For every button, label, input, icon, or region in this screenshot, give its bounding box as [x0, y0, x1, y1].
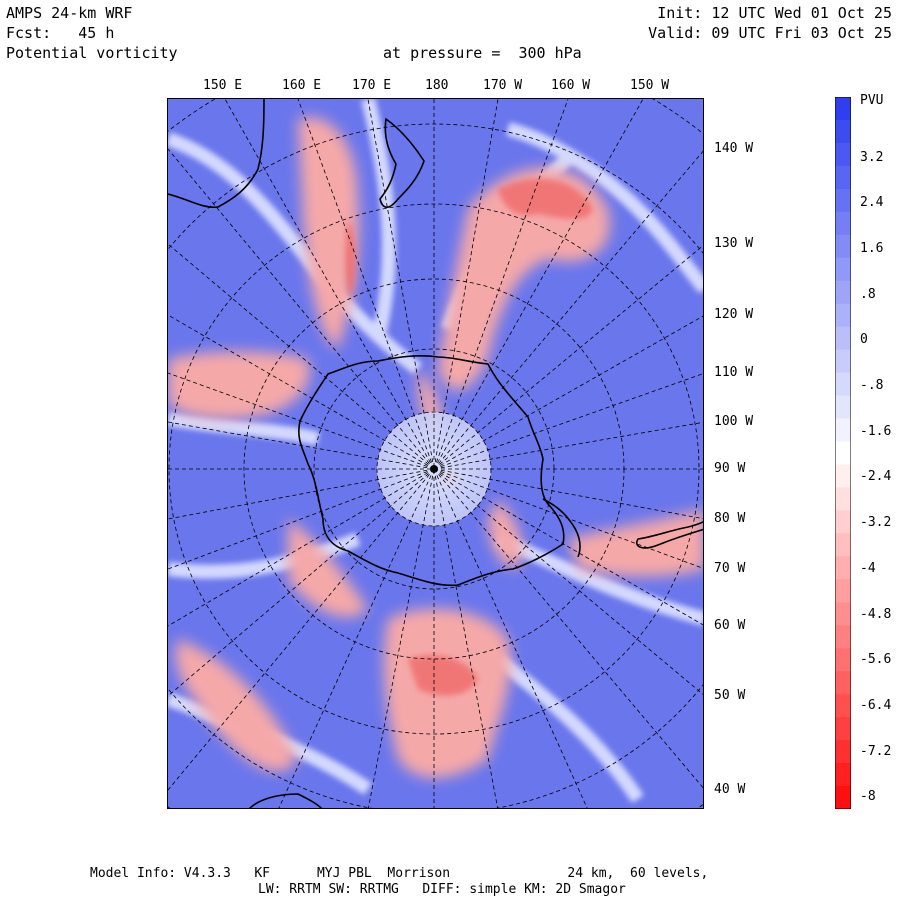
- field-name: Potential vorticity: [6, 44, 178, 62]
- colorbar-cell: [835, 464, 851, 488]
- colorbar-tick: -6.4: [860, 698, 892, 713]
- colorbar-tick: 3.2: [860, 150, 884, 165]
- colorbar-cell: [835, 280, 851, 305]
- colorbar-cell: [835, 165, 851, 190]
- lon-label-top: 170 E: [352, 78, 392, 93]
- colorbar-cell: [835, 694, 851, 718]
- colorbar-unit: PVU: [860, 93, 884, 108]
- lon-label-top: 150 E: [203, 78, 243, 93]
- colorbar-cell: [835, 487, 851, 511]
- colorbar-tick: -1.6: [860, 424, 892, 439]
- colorbar-tick: 2.4: [860, 195, 884, 210]
- australia-bottom-coast: [248, 793, 323, 808]
- colorbar-tick: -4: [860, 561, 876, 576]
- colorbar-cell: [835, 119, 851, 144]
- colorbar-cell: [835, 648, 851, 672]
- colorbar-cell: [835, 97, 851, 121]
- lon-label-right: 140 W: [714, 141, 754, 156]
- coastlines: [168, 99, 703, 808]
- colorbar-tick: -4.8: [860, 607, 892, 622]
- colorbar-cell: [835, 349, 851, 374]
- lon-label-top: 160 W: [551, 78, 591, 93]
- lon-label-right: 60 W: [714, 618, 746, 633]
- colorbar-cell: [835, 763, 851, 787]
- colorbar-tick: -.8: [860, 378, 884, 393]
- antarctica-coast: [298, 354, 565, 587]
- colorbar-cell: [835, 740, 851, 764]
- colorbar-cell: [835, 556, 851, 580]
- colorbar-cell: [835, 372, 851, 397]
- colorbar-cell: [835, 625, 851, 649]
- lon-label-right: 120 W: [714, 307, 754, 322]
- lon-label-right: 70 W: [714, 561, 746, 576]
- pv-map: [168, 99, 703, 808]
- graticule: [168, 99, 703, 808]
- colorbar-cell: [835, 142, 851, 167]
- colorbar-cell: [835, 395, 851, 420]
- colorbar-cell: [835, 786, 851, 810]
- lon-label-right: 90 W: [714, 461, 746, 476]
- pressure-level: at pressure = 300 hPa: [383, 44, 582, 62]
- lon-label-top: 160 E: [282, 78, 322, 93]
- lon-label-right: 40 W: [714, 782, 746, 797]
- pv-map-panel: [167, 98, 704, 809]
- colorbar-tick: -2.4: [860, 469, 892, 484]
- colorbar-tick: -5.6: [860, 652, 892, 667]
- init-time: Init: 12 UTC Wed 01 Oct 25: [657, 4, 892, 22]
- colorbar-cell: [835, 257, 851, 282]
- colorbar-cell: [835, 211, 851, 236]
- colorbar-cell: [835, 579, 851, 603]
- lon-label-top: 150 W: [630, 78, 670, 93]
- pv-colorbar: [834, 96, 852, 810]
- colorbar-cell: [835, 671, 851, 695]
- lon-label-right: 50 W: [714, 688, 746, 703]
- lon-label-right: 100 W: [714, 414, 754, 429]
- lon-label-top: 170 W: [483, 78, 523, 93]
- colorbar-tick: -3.2: [860, 515, 892, 530]
- physics-info: LW: RRTM SW: RRTMG DIFF: simple KM: 2D S…: [258, 882, 626, 897]
- forecast-hour: Fcst: 45 h: [6, 24, 115, 42]
- model-info: Model Info: V4.3.3 KF MYJ PBL Morrison 2…: [90, 866, 709, 881]
- colorbar-tick: .8: [860, 287, 876, 302]
- lon-label-top: 180: [425, 78, 449, 93]
- lon-label-right: 80 W: [714, 511, 746, 526]
- colorbar-tick: 1.6: [860, 241, 884, 256]
- colorbar-cell: [835, 602, 851, 626]
- colorbar-cell: [835, 441, 851, 465]
- australia-coast: [168, 99, 265, 209]
- colorbar-tick: -7.2: [860, 744, 892, 759]
- lon-label-right: 130 W: [714, 236, 754, 251]
- colorbar-cell: [835, 510, 851, 534]
- colorbar-tick: -8: [860, 789, 876, 804]
- colorbar-cell: [835, 533, 851, 557]
- colorbar-cell: [835, 234, 851, 259]
- colorbar-cell: [835, 303, 851, 328]
- model-title: AMPS 24-km WRF: [6, 4, 133, 22]
- colorbar-cell: [835, 188, 851, 213]
- south-america-coast: [636, 521, 703, 549]
- colorbar-graphic: [834, 96, 852, 810]
- colorbar-tick: 0: [860, 332, 868, 347]
- colorbar-cell: [835, 418, 851, 443]
- new-zealand-coast: [379, 117, 425, 209]
- valid-time: Valid: 09 UTC Fri 03 Oct 25: [648, 24, 892, 42]
- colorbar-cell: [835, 326, 851, 351]
- colorbar-cell: [835, 717, 851, 741]
- lon-label-right: 110 W: [714, 365, 754, 380]
- antarctic-peninsula: [542, 498, 581, 558]
